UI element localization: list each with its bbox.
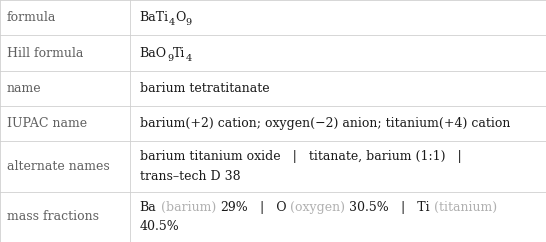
Text: barium titanium oxide   |   titanate, barium (1:1)   |: barium titanium oxide | titanate, barium… <box>140 151 461 164</box>
Text: barium(+2) cation; oxygen(−2) anion; titanium(+4) cation: barium(+2) cation; oxygen(−2) anion; tit… <box>140 117 510 130</box>
Text: mass fractions: mass fractions <box>7 210 98 223</box>
Text: trans–tech D 38: trans–tech D 38 <box>140 170 240 183</box>
Text: 40.5%: 40.5% <box>140 220 180 233</box>
Text: alternate names: alternate names <box>7 160 109 173</box>
Text: 9: 9 <box>167 54 173 63</box>
Text: (barium): (barium) <box>157 201 220 214</box>
Text: 4: 4 <box>169 18 175 28</box>
Text: |   O: | O <box>247 201 286 214</box>
Text: Hill formula: Hill formula <box>7 46 83 60</box>
Text: IUPAC name: IUPAC name <box>7 117 87 130</box>
Text: (titanium): (titanium) <box>430 201 497 214</box>
Text: BaTi: BaTi <box>140 11 169 24</box>
Text: (oxygen): (oxygen) <box>286 201 349 214</box>
Text: name: name <box>7 82 41 95</box>
Text: O: O <box>175 11 186 24</box>
Text: 9: 9 <box>186 18 192 28</box>
Text: formula: formula <box>7 11 56 24</box>
Text: barium tetratitanate: barium tetratitanate <box>140 82 269 95</box>
Text: Ti: Ti <box>173 46 186 60</box>
Text: BaO: BaO <box>140 46 167 60</box>
Text: Ba: Ba <box>140 201 157 214</box>
Text: |   Ti: | Ti <box>389 201 430 214</box>
Text: 30.5%: 30.5% <box>349 201 389 214</box>
Text: 4: 4 <box>186 54 192 63</box>
Text: 29%: 29% <box>220 201 247 214</box>
